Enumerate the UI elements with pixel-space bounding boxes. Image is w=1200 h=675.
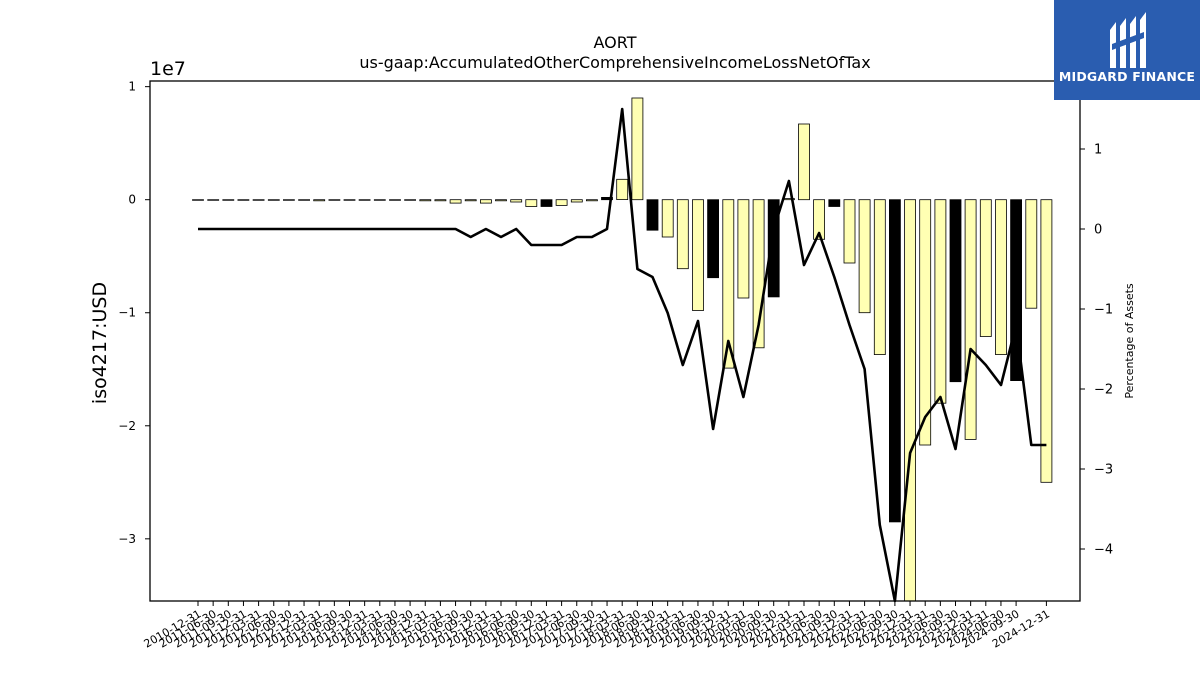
bar	[1040, 199, 1053, 483]
bar	[979, 199, 992, 337]
bar	[889, 199, 901, 523]
bar	[707, 199, 719, 279]
bar	[313, 199, 326, 202]
bar	[479, 199, 492, 204]
bar	[282, 199, 295, 201]
bar-group	[192, 97, 1053, 602]
bar	[919, 199, 932, 446]
bar	[464, 199, 477, 202]
bar	[434, 199, 447, 202]
logo-text: MIDGARD FINANCE	[1058, 69, 1196, 84]
bar	[798, 123, 810, 201]
bar	[510, 199, 523, 203]
bar	[252, 199, 265, 201]
bar	[540, 199, 553, 207]
y2-tick-label: 0	[1094, 223, 1102, 238]
bar	[570, 199, 583, 203]
y-axis-label: iso4217:USD	[89, 282, 111, 404]
bar	[843, 199, 856, 264]
logo-mark-icon	[1110, 12, 1146, 68]
y-offset-label: 1e7	[150, 58, 186, 80]
bar	[449, 199, 462, 204]
bar	[616, 178, 629, 201]
bar	[555, 199, 568, 206]
bar	[631, 97, 644, 201]
logo: MIDGARD FINANCE	[1054, 0, 1200, 100]
bar	[192, 199, 204, 201]
chart-title: AORT	[594, 33, 637, 52]
bar	[1010, 199, 1022, 381]
bar	[646, 199, 659, 231]
y2-tick-label: −3	[1094, 463, 1113, 478]
bar	[737, 199, 750, 299]
y-tick-label: 0	[128, 193, 136, 207]
bar	[858, 199, 871, 314]
bar	[495, 199, 507, 202]
plot-frame	[149, 80, 1081, 602]
y2-axis-label: Percentage of Assets	[1123, 283, 1136, 399]
bar	[828, 199, 841, 207]
bar	[404, 199, 417, 201]
bar	[222, 199, 235, 201]
bar	[601, 196, 613, 201]
bar	[586, 199, 598, 202]
bar	[419, 199, 432, 202]
bar	[298, 199, 311, 201]
axes: 10−1−2−310−1−2−3−42010-12-312011-06-3020…	[118, 80, 1113, 651]
chart-subtitle: us-gaap:AccumulatedOtherComprehensiveInc…	[359, 53, 870, 72]
series-line	[198, 107, 1047, 603]
bar	[661, 199, 674, 238]
bar	[525, 199, 538, 207]
bar	[358, 199, 371, 201]
y-tick-label: 1	[128, 80, 136, 94]
y2-tick-label: −1	[1094, 303, 1113, 318]
bar	[676, 199, 689, 270]
bar	[267, 199, 280, 201]
y2-tick-label: 1	[1094, 143, 1102, 158]
bar	[767, 199, 780, 298]
y-tick-label: −2	[118, 419, 136, 433]
y2-tick-label: −2	[1094, 383, 1113, 398]
bar	[752, 199, 765, 349]
bar	[237, 199, 250, 201]
bar	[1025, 199, 1038, 309]
bar	[964, 199, 977, 440]
bar	[389, 199, 401, 201]
bar	[343, 199, 356, 201]
bar	[722, 199, 735, 369]
bar	[813, 199, 825, 240]
bar	[934, 199, 947, 404]
bar	[995, 199, 1007, 355]
y-tick-label: −3	[118, 532, 136, 546]
bar	[692, 199, 704, 311]
y2-tick-label: −4	[1094, 543, 1113, 558]
bar	[904, 199, 916, 602]
line-layer	[198, 107, 1047, 603]
y-tick-label: −1	[118, 306, 136, 320]
bar	[949, 199, 962, 383]
bar	[873, 199, 886, 355]
bar	[373, 199, 386, 201]
bar	[207, 199, 220, 201]
bar	[328, 199, 341, 201]
